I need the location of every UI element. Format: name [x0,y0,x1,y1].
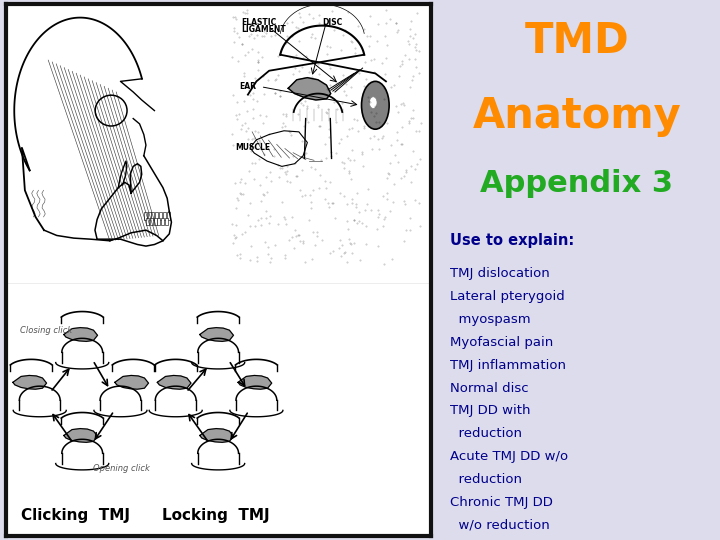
Text: Acute TMJ DD w/o: Acute TMJ DD w/o [450,450,568,463]
Polygon shape [64,328,97,341]
Polygon shape [200,429,233,442]
Text: TMJ inflammation: TMJ inflammation [450,359,566,372]
Text: TMJ DD with: TMJ DD with [450,404,531,417]
Bar [161,218,164,225]
Ellipse shape [361,82,389,129]
Text: reduction: reduction [450,473,522,486]
Text: w/o reduction: w/o reduction [450,519,550,532]
Polygon shape [158,375,191,389]
Text: DISC: DISC [323,18,343,26]
Text: LIGAMENT: LIGAMENT [241,24,287,33]
Text: EAR: EAR [239,82,256,91]
Bar [146,218,149,225]
Text: Clicking  TMJ: Clicking TMJ [22,508,130,523]
Text: MUSCLE: MUSCLE [235,143,270,152]
Text: Chronic TMJ DD: Chronic TMJ DD [450,496,553,509]
Text: Use to explain:: Use to explain: [450,233,575,248]
Bar [144,212,147,220]
Polygon shape [115,375,148,389]
Bar [165,218,168,225]
Text: TMJ dislocation: TMJ dislocation [450,267,550,280]
Text: Lateral pterygoid: Lateral pterygoid [450,290,565,303]
Bar [150,218,153,225]
Text: TMD: TMD [524,21,629,62]
Text: Normal disc: Normal disc [450,382,528,395]
Text: ELASTIC: ELASTIC [241,18,276,26]
Bar [153,218,156,225]
Bar [151,212,154,220]
Text: Closing click: Closing click [20,326,73,335]
Polygon shape [238,375,271,389]
Polygon shape [64,429,97,442]
Text: Myofascial pain: Myofascial pain [450,336,554,349]
Ellipse shape [369,97,377,109]
Text: myospasm: myospasm [450,313,531,326]
Polygon shape [288,78,330,100]
Bar [159,212,162,220]
Text: Appendix 3: Appendix 3 [480,169,673,198]
Text: Anatomy: Anatomy [472,94,681,137]
Text: Locking  TMJ: Locking TMJ [162,508,270,523]
Text: reduction: reduction [450,427,522,440]
Bar [163,212,166,220]
Polygon shape [200,328,233,341]
Text: Opening click: Opening click [93,464,150,473]
Bar [156,212,158,220]
Polygon shape [250,131,307,166]
Polygon shape [13,375,47,389]
Bar [148,212,150,220]
Bar [158,218,161,225]
Bar [167,212,170,220]
